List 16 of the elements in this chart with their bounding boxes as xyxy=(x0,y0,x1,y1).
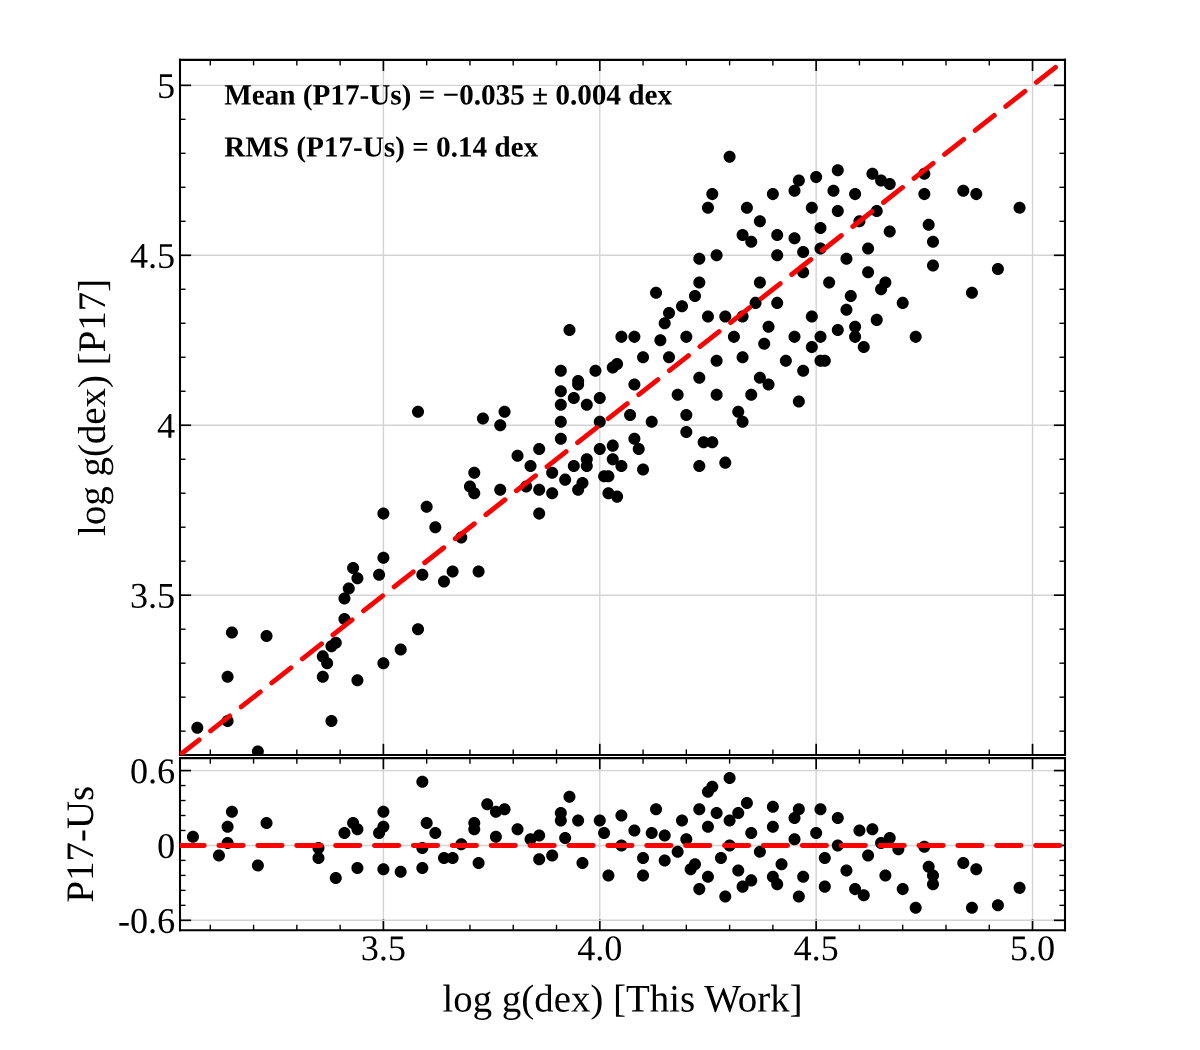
y-axis-title: P17-Us xyxy=(67,787,94,902)
x-tick-label: 4.5 xyxy=(794,936,838,961)
x-axis-title: log g(dex) [This Work] xyxy=(443,984,800,1020)
annotation: RMS (P17-Us) = 0.14 dex xyxy=(224,136,539,163)
y-tick-label: 0 xyxy=(158,833,174,859)
y-tick-label: 0.6 xyxy=(131,759,175,784)
y-tick-label: 4 xyxy=(157,414,175,438)
y-tick-label: -0.6 xyxy=(119,908,175,934)
y-axis-title: log g(dex) [P17] xyxy=(77,281,114,536)
x-tick-label: 4.0 xyxy=(577,936,621,961)
x-tick-label: 5.0 xyxy=(1012,936,1054,961)
y-tick-label: 5 xyxy=(159,74,174,99)
x-tick-label: 3.5 xyxy=(362,936,405,961)
y-tick-label: 4.5 xyxy=(130,244,174,269)
annotation: Mean (P17-Us) = −0.035 ± 0.004 dex xyxy=(224,84,672,111)
y-tick-label: 3.5 xyxy=(131,583,174,609)
